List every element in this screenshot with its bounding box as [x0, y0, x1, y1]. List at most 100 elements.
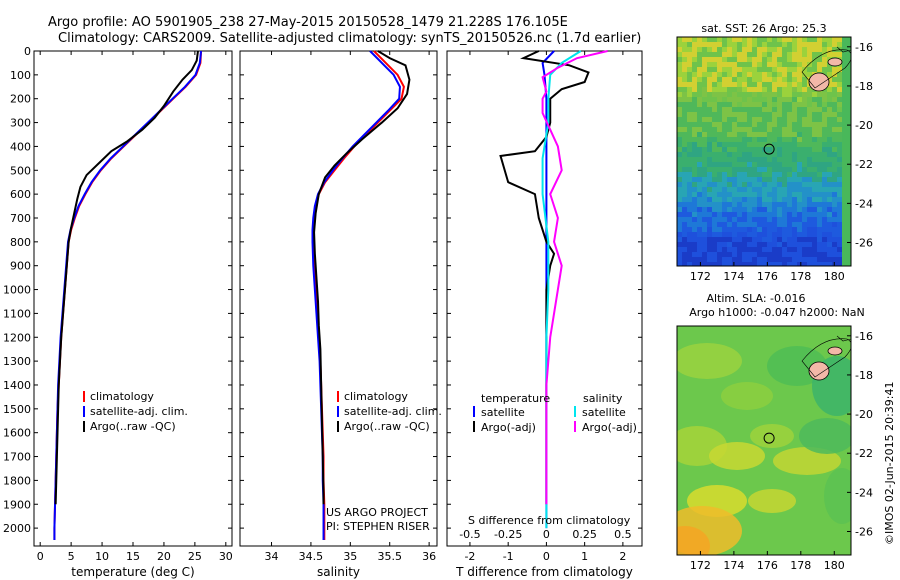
sst-cell — [722, 67, 727, 72]
sst-cell — [827, 242, 832, 247]
sst-cell — [712, 47, 717, 52]
sst-cell — [702, 82, 707, 87]
x-tick-label: 35.5 — [377, 550, 402, 563]
sst-cell — [727, 67, 732, 72]
sst-cell — [842, 82, 847, 87]
sst-cell — [807, 227, 812, 232]
sst-cell — [702, 232, 707, 237]
sst-cell — [812, 37, 817, 42]
sst-cell — [702, 87, 707, 92]
sst-cell — [817, 237, 822, 242]
sst-cell — [737, 222, 742, 227]
sst-cell — [847, 132, 851, 137]
sst-cell — [782, 167, 787, 172]
sst-cell — [782, 207, 787, 212]
sst-cell — [812, 187, 817, 192]
sst-cell — [752, 107, 757, 112]
sst-cell — [797, 162, 802, 167]
sst-cell — [687, 212, 692, 217]
sst-cell — [687, 87, 692, 92]
sst-cell — [837, 192, 842, 197]
y-tick-label: 500 — [10, 164, 31, 177]
sst-cell — [687, 132, 692, 137]
sst-cell — [832, 112, 837, 117]
sst-cell — [682, 227, 687, 232]
sst-cell — [802, 67, 807, 72]
x-tick-label: 0 — [543, 550, 550, 563]
sst-cell — [837, 157, 842, 162]
sst-cell — [732, 257, 737, 262]
sst-cell — [767, 247, 772, 252]
sst-cell — [702, 152, 707, 157]
sst-cell — [742, 177, 747, 182]
map-x-tick-label: 178 — [790, 559, 811, 572]
sst-cell — [702, 212, 707, 217]
sst-cell — [827, 92, 832, 97]
sst-cell — [687, 192, 692, 197]
sst-cell — [787, 122, 792, 127]
sst-cell — [782, 137, 787, 142]
sst-cell — [787, 77, 792, 82]
sst-cell — [832, 192, 837, 197]
sst-cell — [737, 52, 742, 57]
sst-cell — [722, 242, 727, 247]
sst-cell — [782, 87, 787, 92]
sst-cell — [737, 172, 742, 177]
sst-cell — [827, 202, 832, 207]
sst-cell — [737, 212, 742, 217]
sst-cell — [812, 137, 817, 142]
sst-cell — [782, 92, 787, 97]
sst-cell — [792, 67, 797, 72]
sst-cell — [707, 42, 712, 47]
sst-cell — [707, 107, 712, 112]
sst-cell — [812, 227, 817, 232]
sst-cell — [767, 157, 772, 162]
sst-cell — [712, 72, 717, 77]
sst-cell — [802, 112, 807, 117]
sst-cell — [762, 182, 767, 187]
sst-cell — [687, 127, 692, 132]
sst-cell — [702, 257, 707, 262]
sst-cell — [702, 237, 707, 242]
x2-tick-label: 0.5 — [614, 528, 632, 541]
sst-cell — [787, 72, 792, 77]
sst-cell — [742, 67, 747, 72]
coastline — [801, 49, 851, 89]
sst-cell — [777, 262, 782, 266]
sst-cell — [742, 182, 747, 187]
sst-cell — [822, 102, 827, 107]
sst-cell — [682, 232, 687, 237]
sst-cell — [717, 172, 722, 177]
sst-cell — [822, 177, 827, 182]
sst-cell — [812, 217, 817, 222]
sst-cell — [737, 47, 742, 52]
sst-cell — [802, 62, 807, 67]
y-tick-label: 800 — [10, 236, 31, 249]
sst-cell — [692, 247, 697, 252]
sst-cell — [837, 127, 842, 132]
sst-cell — [727, 62, 732, 67]
sst-cell — [747, 177, 752, 182]
sst-cell — [827, 137, 832, 142]
sst-cell — [822, 47, 827, 52]
sst-cell — [787, 197, 792, 202]
sst-cell — [797, 187, 802, 192]
sst-cell — [837, 122, 842, 127]
sst-cell — [777, 197, 782, 202]
sst-cell — [787, 127, 792, 132]
sst-cell — [847, 192, 851, 197]
sst-cell — [692, 87, 697, 92]
sst-cell — [837, 242, 842, 247]
sst-cell — [717, 162, 722, 167]
sst-cell — [697, 52, 702, 57]
sst-cell — [822, 112, 827, 117]
sst-cell — [832, 72, 837, 77]
x-tick-label: -2 — [464, 550, 475, 563]
sst-cell — [722, 137, 727, 142]
y-tick-label: 1500 — [3, 403, 31, 416]
sst-cell — [802, 127, 807, 132]
sst-cell — [842, 147, 847, 152]
sst-cell — [797, 232, 802, 237]
sst-cell — [842, 77, 847, 82]
x-tick-label: 34.5 — [299, 550, 324, 563]
